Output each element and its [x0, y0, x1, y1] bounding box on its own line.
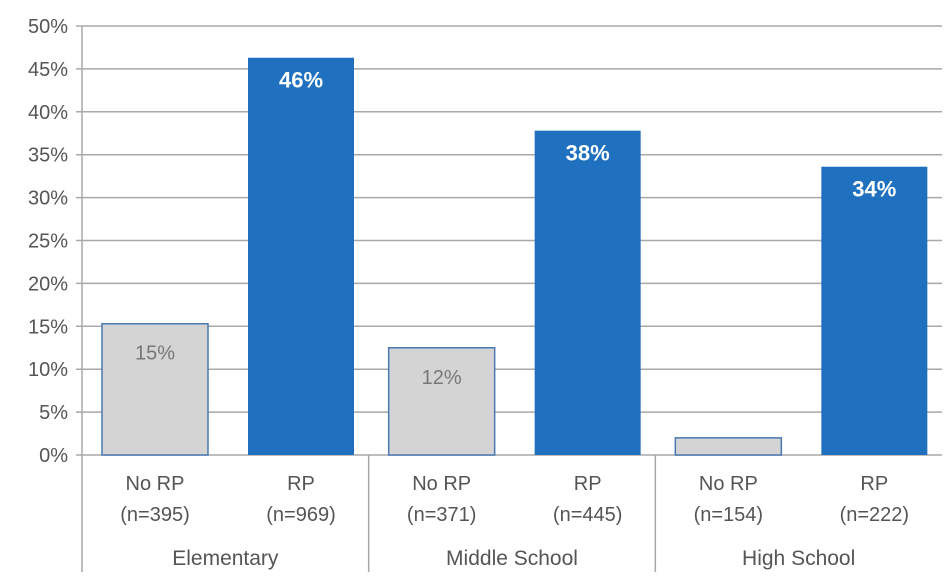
bar-data-label: 34% [852, 177, 896, 202]
y-tick-label: 30% [28, 188, 68, 210]
x-category-count: (n=395) [120, 504, 190, 526]
bar-rp [248, 57, 354, 455]
y-tick-label: 0% [39, 445, 68, 467]
x-category-count: (n=445) [553, 504, 623, 526]
y-tick-label: 40% [28, 102, 68, 124]
x-axis: No RP (n=395) RP (n=969) Elementary No RP (n=3… [120, 455, 909, 572]
y-tick-label: 15% [28, 316, 68, 338]
grid-lines [76, 25, 942, 572]
x-category-count: (n=969) [266, 504, 336, 526]
x-group-label: Elementary [172, 547, 279, 570]
x-category-label: RP [860, 473, 888, 495]
x-category-count: (n=371) [407, 504, 477, 526]
data-labels: 15% 46% 12% 38% 34% [135, 68, 896, 389]
y-tick-label: 25% [28, 231, 68, 253]
bar-no-rp [387, 347, 496, 456]
bar-rp [534, 130, 641, 455]
y-axis-tick-labels: 0% 5% 10% 15% 20% 25% 30% 35% 40% 45% 50% [28, 16, 68, 467]
bar-data-label: 15% [135, 343, 175, 365]
bar-data-label: 38% [566, 141, 610, 166]
bar-no-rp [101, 322, 209, 456]
y-tick-label: 45% [28, 59, 68, 81]
x-category-label: No RP [412, 473, 471, 495]
y-tick-label: 50% [28, 16, 68, 38]
y-tick-label: 10% [28, 359, 68, 381]
x-category-count: (n=154) [694, 504, 764, 526]
bar-data-label: 12% [422, 367, 462, 389]
bar-rp [821, 166, 928, 455]
y-tick-label: 20% [28, 273, 68, 295]
bar-data-label: 46% [279, 68, 323, 93]
x-group-label: Middle School [446, 547, 578, 570]
y-tick-label: 35% [28, 145, 68, 167]
bars [101, 57, 928, 456]
x-category-count: (n=222) [840, 504, 910, 526]
x-category-label: No RP [699, 473, 758, 495]
x-category-label: RP [574, 473, 602, 495]
x-category-label: No RP [126, 473, 185, 495]
bar-no-rp [674, 437, 783, 456]
y-tick-label: 5% [39, 402, 68, 424]
x-category-label: RP [287, 473, 315, 495]
x-group-label: High School [742, 547, 855, 570]
